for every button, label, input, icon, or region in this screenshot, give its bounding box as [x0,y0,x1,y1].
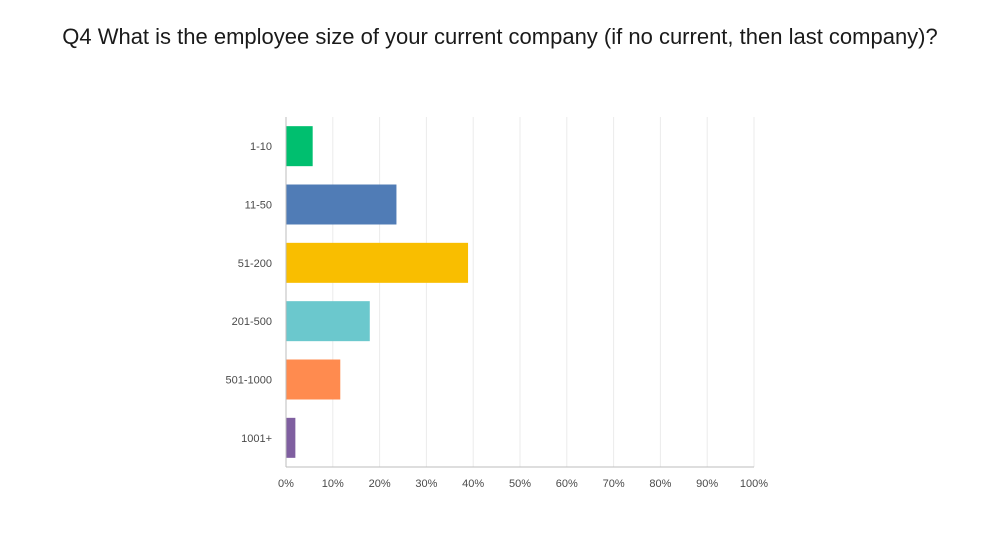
x-tick-label: 60% [556,478,578,490]
category-label: 11-50 [245,200,272,212]
x-tick-labels: 0% 10% 20% 30% 40% 50% 60% 70% 80% 90% 100% [278,478,768,490]
x-tick-label: 30% [415,478,437,490]
bars [286,126,469,458]
category-label: 1001+ [241,433,272,445]
x-tick-label: 90% [696,478,718,490]
x-tick-label: 70% [603,478,625,490]
category-label: 501-1000 [226,375,273,387]
x-tick-label: 50% [509,478,531,490]
chart-title: Q4 What is the employee size of your cur… [62,24,938,49]
x-tick-label: 80% [649,478,671,490]
bar-51-200[interactable] [286,242,469,283]
axes [285,117,754,468]
bar-11-50[interactable] [286,184,397,225]
x-tick-label: 100% [740,478,768,490]
bar-201-500[interactable] [286,301,370,342]
category-labels: 1-10 11-50 51-200 201-500 501-1000 1001+ [226,141,273,445]
category-label: 1-10 [250,141,272,153]
category-label: 51-200 [238,258,272,270]
bar-1001+[interactable] [286,417,296,458]
x-tick-label: 10% [322,478,344,490]
x-tick-label: 40% [462,478,484,490]
grid-lines [332,117,755,467]
x-tick-label: 0% [278,478,294,490]
x-tick-label: 20% [369,478,391,490]
bar-501-1000[interactable] [286,359,341,400]
category-label: 201-500 [232,316,272,328]
bar-1-10[interactable] [286,126,313,167]
